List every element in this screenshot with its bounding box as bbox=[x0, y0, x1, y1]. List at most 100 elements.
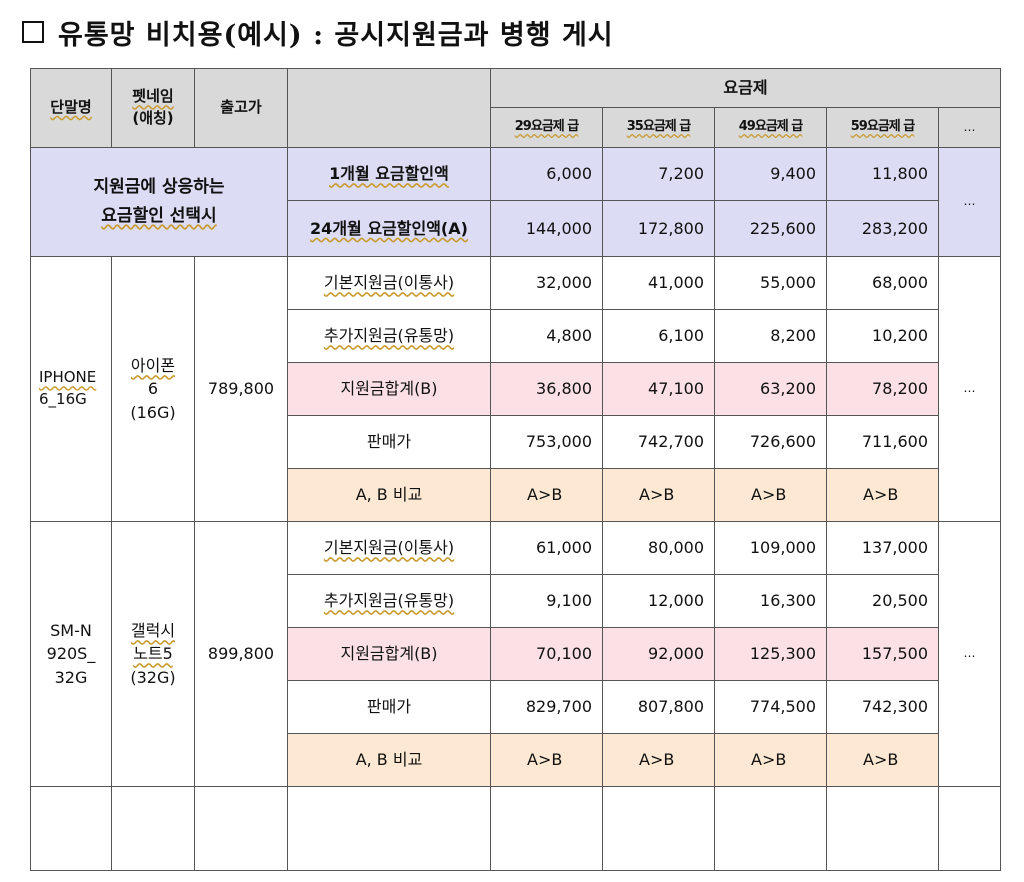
row-label: 판매가 bbox=[287, 415, 491, 469]
header-plan-row: 29요금제 급 35요금제 급 49요금제 급 59요금제 급 … bbox=[31, 107, 1001, 148]
row-label: A, B 비교 bbox=[287, 468, 491, 522]
table-row: A, B 비교 A>B A>B A>B A>B bbox=[31, 468, 1001, 522]
row-label: 지원금합계(B) bbox=[287, 362, 491, 416]
discount-1m-label: 1개월 요금할인액 bbox=[287, 147, 491, 201]
cell-value: 10,200 bbox=[826, 309, 939, 363]
cell-value: 726,600 bbox=[714, 415, 827, 469]
page-title-text: 유통망 비치용(예시) : 공시지원금과 병행 게시 bbox=[58, 19, 614, 51]
device-model: SM-N 920S_ 32G bbox=[30, 521, 112, 787]
discount-more: … bbox=[938, 147, 1001, 257]
discount-1m-35: 7,200 bbox=[602, 147, 715, 201]
cell-value: 55,000 bbox=[714, 256, 827, 310]
cell-value: 68,000 bbox=[826, 256, 939, 310]
header-price: 출고가 bbox=[194, 68, 288, 148]
header-petname: 펫네임 (애칭) bbox=[111, 68, 195, 148]
cell-value: 41,000 bbox=[602, 256, 715, 310]
header-model: 단말명 bbox=[30, 68, 112, 148]
cell-value: 16,300 bbox=[714, 574, 827, 628]
row-label: A, B 비교 bbox=[287, 733, 491, 787]
header-plan-49: 49요금제 급 bbox=[714, 107, 827, 148]
cell-value: 9,100 bbox=[490, 574, 603, 628]
header-plan: 요금제 bbox=[490, 68, 1001, 108]
device-petname: 갤럭시 노트5 (32G) bbox=[111, 521, 195, 787]
cell-value: 70,100 bbox=[490, 627, 603, 681]
cell-value: 92,000 bbox=[602, 627, 715, 681]
discount-24m-35: 172,800 bbox=[602, 200, 715, 257]
discount-row: 24개월 요금할인액(A) 144,000 172,800 225,600 28… bbox=[31, 200, 1001, 257]
empty-row bbox=[30, 786, 1001, 871]
cell-value: 12,000 bbox=[602, 574, 715, 628]
discount-24m-29: 144,000 bbox=[490, 200, 603, 257]
cell-value: A>B bbox=[490, 468, 603, 522]
row-label: 기본지원금(이통사) bbox=[287, 256, 491, 310]
cell-value: 109,000 bbox=[714, 521, 827, 575]
discount-1m-29: 6,000 bbox=[490, 147, 603, 201]
row-label: 지원금합계(B) bbox=[287, 627, 491, 681]
empty-cell bbox=[194, 786, 288, 871]
cell-value: A>B bbox=[490, 733, 603, 787]
cell-value: 20,500 bbox=[826, 574, 939, 628]
row-label: 추가지원금(유통망) bbox=[287, 309, 491, 363]
discount-1m-49: 9,400 bbox=[714, 147, 827, 201]
empty-cell bbox=[826, 786, 939, 871]
discount-row: 지원금에 상응하는 요금할인 선택시 1개월 요금할인액 6,000 7,200 … bbox=[30, 147, 1001, 257]
table-row: 판매가 829,700 807,800 774,500 742,300 bbox=[31, 680, 1001, 734]
device-more: … bbox=[938, 521, 1001, 787]
empty-cell bbox=[714, 786, 827, 871]
cell-value: 61,000 bbox=[490, 521, 603, 575]
cell-value: 711,600 bbox=[826, 415, 939, 469]
empty-cell bbox=[602, 786, 715, 871]
cell-value: 32,000 bbox=[490, 256, 603, 310]
table-row: A, B 비교 A>B A>B A>B A>B bbox=[31, 733, 1001, 787]
header-blank bbox=[287, 68, 491, 148]
empty-cell bbox=[30, 786, 112, 871]
cell-value: 774,500 bbox=[714, 680, 827, 734]
cell-value: A>B bbox=[826, 468, 939, 522]
cell-value: 8,200 bbox=[714, 309, 827, 363]
cell-value: 36,800 bbox=[490, 362, 603, 416]
page-title: 유통망 비치용(예시) : 공시지원금과 병행 게시 bbox=[22, 10, 614, 54]
device-petname: 아이폰 6 (16G) bbox=[111, 256, 195, 522]
header-plan-59: 59요금제 급 bbox=[826, 107, 939, 148]
table-row: 추가지원금(유통망) 9,100 12,000 16,300 20,500 bbox=[31, 574, 1001, 628]
header-row: 단말명 펫네임 (애칭) 출고가 요금제 bbox=[30, 68, 1001, 148]
empty-cell bbox=[490, 786, 603, 871]
cell-value: 157,500 bbox=[826, 627, 939, 681]
discount-label: 지원금에 상응하는 요금할인 선택시 bbox=[30, 147, 288, 257]
row-label: 판매가 bbox=[287, 680, 491, 734]
cell-value: 137,000 bbox=[826, 521, 939, 575]
discount-24m-49: 225,600 bbox=[714, 200, 827, 257]
cell-value: 63,200 bbox=[714, 362, 827, 416]
header-more: … bbox=[938, 107, 1001, 148]
empty-cell bbox=[938, 786, 1001, 871]
header-plan-29: 29요금제 급 bbox=[490, 107, 603, 148]
device-price: 789,800 bbox=[194, 256, 288, 522]
cell-value: A>B bbox=[602, 468, 715, 522]
discount-1m-59: 11,800 bbox=[826, 147, 939, 201]
device-price: 899,800 bbox=[194, 521, 288, 787]
cell-value: 742,700 bbox=[602, 415, 715, 469]
cell-value: A>B bbox=[826, 733, 939, 787]
cell-value: A>B bbox=[714, 733, 827, 787]
device-model: IPHONE 6_16G bbox=[30, 256, 112, 522]
empty-cell bbox=[287, 786, 491, 871]
discount-24m-59: 283,200 bbox=[826, 200, 939, 257]
cell-value: 80,000 bbox=[602, 521, 715, 575]
device-more: … bbox=[938, 256, 1001, 522]
cell-value: A>B bbox=[714, 468, 827, 522]
table-row: 지원금합계(B) 36,800 47,100 63,200 78,200 bbox=[31, 362, 1001, 416]
cell-value: A>B bbox=[602, 733, 715, 787]
table-row: IPHONE 6_16G 아이폰 6 (16G) 789,800 기본지원금(이통사)… bbox=[30, 256, 1001, 522]
header-plan-35: 35요금제 급 bbox=[602, 107, 715, 148]
discount-24m-label: 24개월 요금할인액(A) bbox=[287, 200, 491, 257]
price-table: 단말명 펫네임 (애칭) 출고가 요금제 29요금제 급 35요금제 급 49요금… bbox=[30, 68, 1001, 871]
empty-cell bbox=[111, 786, 195, 871]
cell-value: 807,800 bbox=[602, 680, 715, 734]
cell-value: 125,300 bbox=[714, 627, 827, 681]
table-row: SM-N 920S_ 32G 갤럭시 노트5 (32G) 899,800 기본지원금(이… bbox=[30, 521, 1001, 787]
cell-value: 4,800 bbox=[490, 309, 603, 363]
cell-value: 78,200 bbox=[826, 362, 939, 416]
table-row: 지원금합계(B) 70,100 92,000 125,300 157,500 bbox=[31, 627, 1001, 681]
checkbox-icon bbox=[22, 21, 44, 43]
cell-value: 829,700 bbox=[490, 680, 603, 734]
